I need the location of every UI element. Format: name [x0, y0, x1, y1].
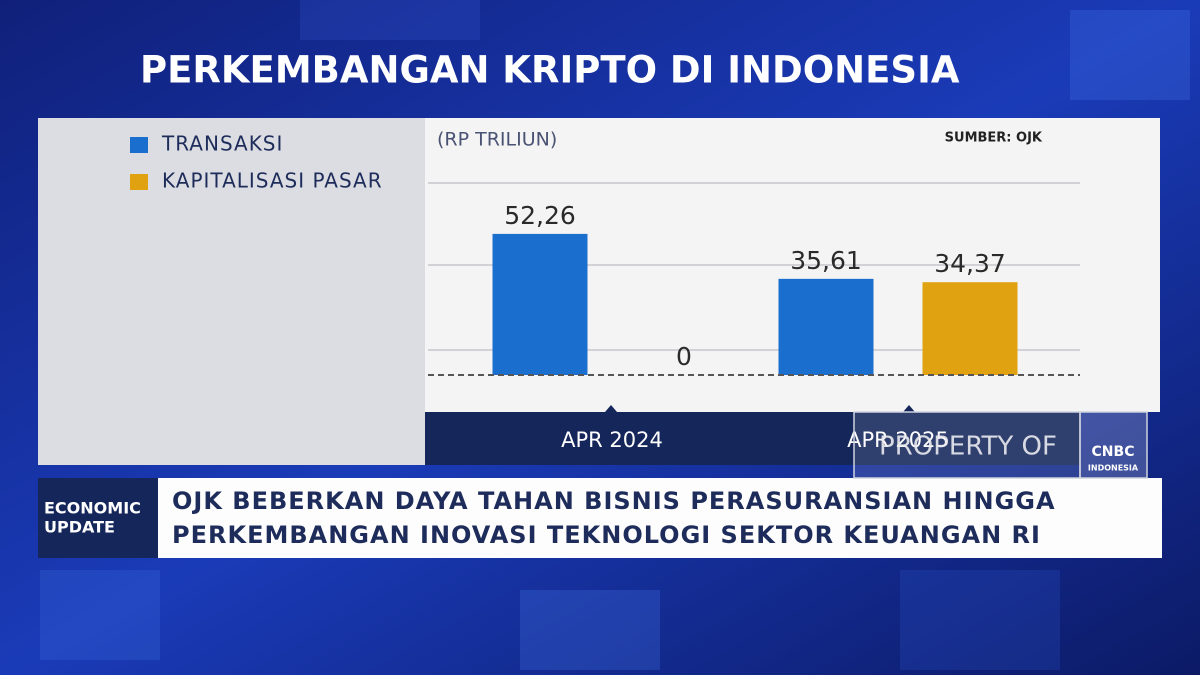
value-label: 52,26: [504, 201, 576, 230]
value-label: 0: [676, 342, 692, 371]
category-strip: [425, 412, 1080, 465]
plot: TRANSAKSI KAPITALISASI PASAR APR 2024 52,26…: [130, 132, 1080, 452]
background-cubes: [40, 0, 1190, 670]
watermark-box: [853, 411, 1081, 479]
banner-label-box: [38, 478, 158, 558]
banner-headline-box: [158, 478, 1162, 558]
bar: [492, 233, 588, 375]
x-tick-label: APR 2024: [561, 428, 663, 452]
logo-text: CNBC: [1092, 444, 1135, 460]
legend-swatch: [130, 137, 148, 153]
unit-label: (RP TRILIUN): [437, 129, 557, 151]
value-label: 35,61: [790, 246, 862, 275]
legend-panel: [38, 118, 425, 465]
legend-swatch: [130, 174, 148, 190]
logo-subtext: INDONESIA: [1088, 464, 1139, 473]
logo-box: [1079, 411, 1148, 479]
chart-title: PERKEMBANGAN KRIPTO DI INDONESIA: [140, 49, 960, 92]
bar: [922, 282, 1018, 375]
watermark: PROPERTY OF: [879, 432, 1057, 462]
bar: [778, 278, 874, 375]
x-tick-label: APR 2025: [847, 428, 949, 452]
value-label: 34,37: [934, 249, 1006, 278]
headline: PERKEMBANGAN INOVASI TEKNOLOGI SEKTOR KE…: [172, 521, 1041, 549]
legend-label: KAPITALISASI PASAR: [162, 169, 383, 193]
source: SUMBER: OJK: [945, 131, 1043, 146]
legend-label: TRANSAKSI: [161, 132, 283, 156]
banner-label: UPDATE: [44, 518, 115, 537]
headline: OJK BEBERKAN DAYA TAHAN BISNIS PERASURAN…: [172, 487, 1056, 515]
banner-label: ECONOMIC: [44, 499, 141, 518]
